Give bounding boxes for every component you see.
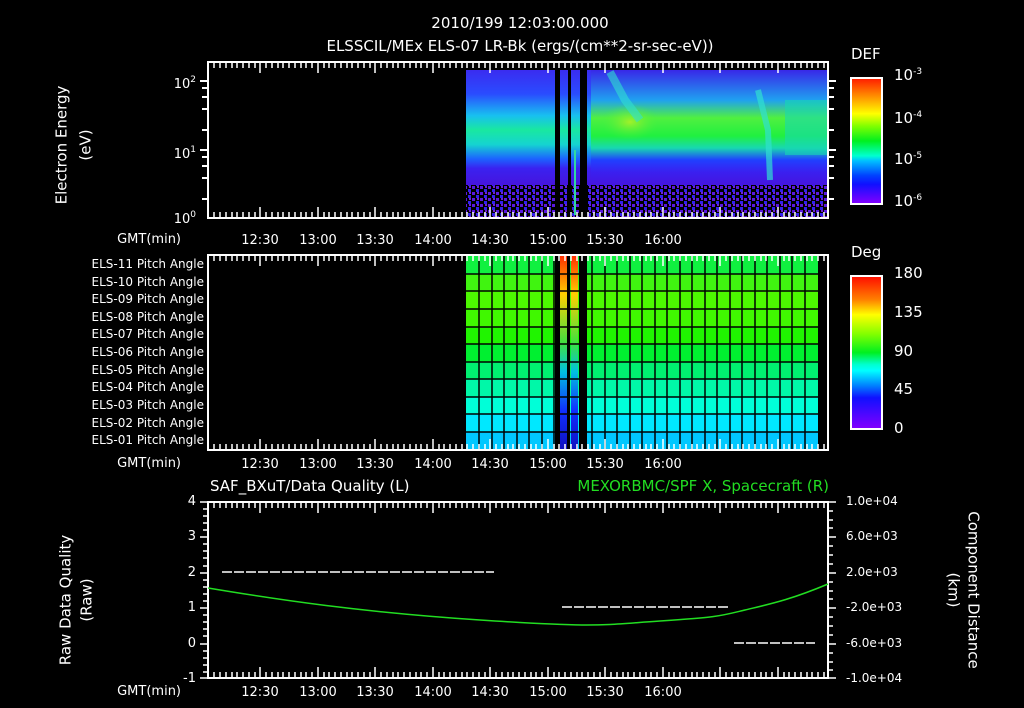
def-colorbar xyxy=(850,77,883,205)
plot-subtitle: ELSSCIL/MEx ELS-07 LR-Bk (ergs/(cm**2-sr… xyxy=(326,37,714,55)
quality-xlabel: GMT(min) xyxy=(117,684,181,699)
quality-title-right: MEXORBMC/SPF X, Spacecraft (R) xyxy=(577,477,829,495)
deg-colorbar-title: Deg xyxy=(851,243,882,261)
energy-ytick-10: 101 xyxy=(173,145,196,162)
quality-title-left: SAF_BXuT/Data Quality (L) xyxy=(210,477,410,495)
pitch-xlabel: GMT(min) xyxy=(117,456,181,471)
energy-ytick-1: 100 xyxy=(173,210,196,227)
energy-ytick-100: 102 xyxy=(173,75,196,92)
plot-timestamp: 2010/199 12:03:00.000 xyxy=(431,14,609,32)
def-colorbar-title: DEF xyxy=(851,45,881,63)
energy-xlabel: GMT(min) xyxy=(117,232,181,247)
deg-colorbar xyxy=(850,275,883,430)
quality-series xyxy=(222,571,815,644)
spacecraft-x-series xyxy=(207,583,829,626)
